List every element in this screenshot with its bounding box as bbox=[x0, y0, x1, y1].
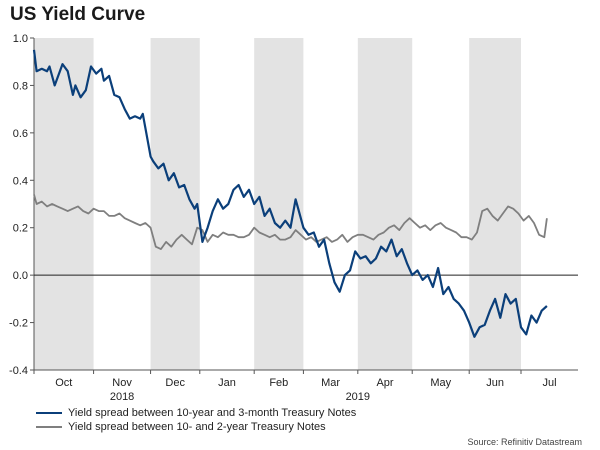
x-axis-month-labels: Oct Nov Dec Jan Feb Mar Apr May Jun Jul bbox=[33, 370, 557, 389]
y-tick-label: 0.0 bbox=[13, 270, 28, 282]
x-tick-label-dec: Dec bbox=[165, 377, 185, 389]
shade-band-oct bbox=[34, 38, 94, 370]
series-line-10y-2y bbox=[33, 194, 548, 251]
shade-band-apr bbox=[357, 38, 413, 370]
legend-label-10y-3m: Yield spread between 10-year and 3-month… bbox=[68, 407, 357, 419]
x-tick-label-jul: Jul bbox=[542, 377, 556, 389]
y-tick-label: 0.4 bbox=[13, 175, 28, 187]
axis-frame bbox=[33, 38, 578, 371]
x-tick-label-apr: Apr bbox=[376, 377, 393, 389]
x-tick-label-mar: Mar bbox=[321, 377, 340, 389]
legend-item-10y-2y: Yield spread between 10- and 2-year Trea… bbox=[36, 420, 356, 434]
x-tick-label-may: May bbox=[430, 377, 451, 389]
series-lines bbox=[32, 49, 548, 338]
y-tick-label: 0.2 bbox=[13, 223, 28, 235]
x-tick-label-oct: Oct bbox=[55, 377, 72, 389]
month-shading bbox=[34, 38, 522, 370]
legend-swatch-10y-2y bbox=[36, 426, 62, 428]
x-tick-label-jun: Jun bbox=[486, 377, 504, 389]
x-tick-label-feb: Feb bbox=[269, 377, 288, 389]
year-label: 2019 bbox=[346, 391, 370, 403]
y-tick-label: -0.2 bbox=[9, 318, 28, 330]
y-tick-label: 0.6 bbox=[13, 128, 28, 140]
chart-title: US Yield Curve bbox=[10, 4, 146, 25]
x-axis-year-labels: 2018 2019 bbox=[110, 391, 370, 403]
year-label: 2018 bbox=[110, 391, 134, 403]
y-axis-ticks: -0.4 -0.2 0.0 0.2 0.4 0.6 0.8 1.0 bbox=[9, 33, 34, 377]
legend-item-10y-3m: Yield spread between 10-year and 3-month… bbox=[36, 406, 356, 420]
legend-swatch-10y-3m bbox=[36, 412, 62, 414]
y-tick-label: 0.8 bbox=[13, 80, 28, 92]
x-tick-label-nov: Nov bbox=[112, 377, 132, 389]
y-tick-label: -0.4 bbox=[9, 365, 28, 377]
legend-label-10y-2y: Yield spread between 10- and 2-year Trea… bbox=[68, 421, 326, 433]
series-line-10y-3m bbox=[32, 49, 548, 338]
x-tick-label-jan: Jan bbox=[218, 377, 236, 389]
legend: Yield spread between 10-year and 3-month… bbox=[36, 406, 356, 434]
source-note: Source: Refinitiv Datastream bbox=[467, 437, 582, 447]
y-tick-label: 1.0 bbox=[13, 33, 28, 45]
shade-band-jun bbox=[469, 38, 522, 370]
